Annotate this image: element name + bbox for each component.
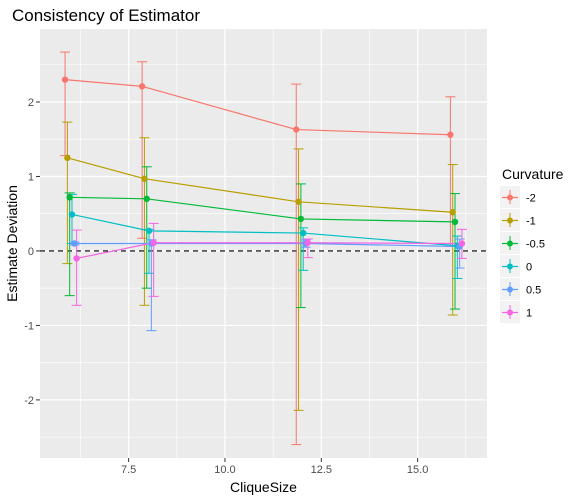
data-point — [299, 229, 307, 237]
data-point — [295, 198, 302, 205]
x-axis-title: CliqueSize — [230, 479, 297, 495]
error-bar — [447, 164, 458, 316]
y-axis-title: Estimate Deviation — [4, 185, 20, 302]
data-point — [143, 195, 150, 203]
x-axis: 7.5 10.0 12.5 15.0 — [121, 458, 428, 476]
series-line — [64, 79, 451, 136]
data-point — [73, 255, 80, 262]
data-point — [297, 215, 305, 223]
x-tick-label: 10.0 — [214, 464, 235, 476]
error-bar — [148, 222, 159, 297]
error-bar — [295, 183, 306, 309]
data-point — [141, 175, 148, 182]
series-points — [61, 76, 466, 262]
error-bar — [137, 61, 148, 239]
legend-label: 0 — [526, 262, 532, 274]
data-point — [71, 240, 78, 247]
data-point — [304, 239, 312, 246]
error-bar — [64, 192, 75, 297]
legend-key-point — [507, 240, 513, 247]
data-point — [449, 209, 456, 216]
series-line — [76, 242, 462, 259]
series-line — [71, 213, 458, 247]
legend-title: Curvature — [502, 166, 564, 182]
legend-item: 0.5 — [500, 278, 541, 300]
data-point — [145, 227, 153, 235]
data-point — [66, 194, 73, 201]
y-tick-label: -2 — [24, 395, 34, 407]
data-point — [68, 211, 76, 218]
series-line — [69, 196, 456, 223]
data-point — [293, 126, 300, 133]
error-bar — [139, 137, 150, 306]
chart-title: Consistency of Estimator — [12, 6, 200, 25]
data-point — [447, 131, 454, 138]
data-point — [451, 218, 459, 226]
x-tick-label: 7.5 — [121, 464, 136, 476]
data-point — [61, 76, 69, 83]
error-bar — [293, 148, 304, 411]
error-bar — [141, 166, 152, 289]
legend-key-point — [507, 263, 513, 270]
legend-key-point — [507, 217, 513, 224]
y-tick-label: -1 — [24, 320, 34, 332]
legend-label: 0.5 — [526, 285, 541, 297]
error-bars — [60, 51, 467, 446]
legend-item: -1 — [500, 209, 536, 231]
x-tick-label: 12.5 — [311, 464, 332, 476]
data-point — [138, 83, 146, 90]
error-bar — [291, 83, 302, 446]
legend: Curvature -2 -1 -0.5 0 0.5 1 — [500, 166, 564, 323]
data-point — [150, 239, 157, 246]
series-line — [67, 157, 453, 213]
y-axis: -2 -1 0 1 2 — [24, 97, 40, 407]
y-tick-label: 0 — [28, 246, 34, 258]
legend-item: 1 — [500, 301, 532, 323]
legend-label: -1 — [526, 216, 536, 228]
legend-label: -2 — [526, 193, 536, 205]
legend-item: -2 — [500, 186, 536, 208]
series-line — [74, 242, 460, 248]
legend-key-point — [507, 286, 513, 293]
y-tick-label: 2 — [28, 97, 34, 109]
legend-key-point — [507, 194, 513, 201]
legend-item: -0.5 — [500, 232, 545, 254]
legend-item: 0 — [500, 255, 532, 277]
legend-label: 1 — [526, 308, 532, 320]
data-point — [458, 240, 466, 247]
y-tick-label: 1 — [28, 171, 34, 183]
x-tick-label: 15.0 — [407, 464, 428, 476]
legend-label: -0.5 — [526, 239, 545, 251]
data-point — [64, 154, 71, 162]
legend-key-point — [507, 309, 513, 316]
series-lines — [64, 79, 462, 259]
